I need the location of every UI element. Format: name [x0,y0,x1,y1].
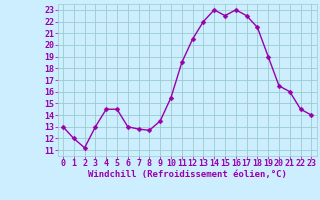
X-axis label: Windchill (Refroidissement éolien,°C): Windchill (Refroidissement éolien,°C) [88,170,287,179]
